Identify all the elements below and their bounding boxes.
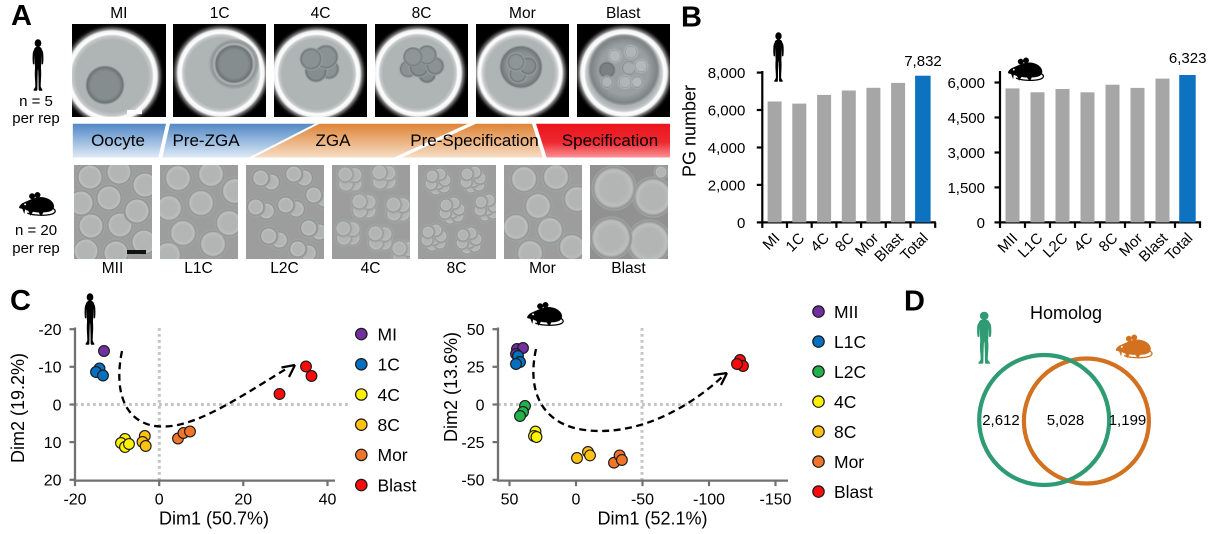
svg-text:1,199: 1,199 <box>1109 412 1147 429</box>
svg-text:4C: 4C <box>378 385 400 405</box>
svg-text:MI: MI <box>760 230 784 254</box>
svg-text:4C: 4C <box>1071 230 1097 256</box>
svg-text:-150: -150 <box>759 492 791 509</box>
svg-text:Dim1 (50.7%): Dim1 (50.7%) <box>159 509 269 529</box>
svg-text:8,000: 8,000 <box>708 65 746 82</box>
svg-text:-50: -50 <box>461 473 484 490</box>
svg-text:8C: 8C <box>832 230 858 256</box>
svg-text:Specification: Specification <box>562 131 658 150</box>
svg-text:1C: 1C <box>783 230 809 256</box>
svg-text:40: 40 <box>319 492 337 509</box>
svg-text:ZGA: ZGA <box>316 131 352 150</box>
svg-text:L2C: L2C <box>834 362 866 382</box>
svg-text:3,000: 3,000 <box>947 145 985 162</box>
svg-text:8C: 8C <box>1096 230 1122 256</box>
svg-text:2,612: 2,612 <box>982 412 1020 429</box>
svg-text:-10: -10 <box>38 360 61 377</box>
svg-text:6,000: 6,000 <box>708 103 746 120</box>
svg-text:4,000: 4,000 <box>708 140 746 157</box>
svg-text:Blast: Blast <box>378 475 417 495</box>
svg-text:Blast: Blast <box>834 482 873 502</box>
svg-text:25: 25 <box>467 360 485 377</box>
svg-text:Total: Total <box>897 230 931 264</box>
svg-text:50: 50 <box>467 322 485 339</box>
svg-text:4,500: 4,500 <box>947 110 985 127</box>
svg-text:C: C <box>10 285 31 317</box>
svg-text:Homolog: Homolog <box>1030 303 1102 323</box>
svg-text:L1C: L1C <box>834 332 866 352</box>
svg-text:2,000: 2,000 <box>708 177 746 194</box>
svg-text:20: 20 <box>234 492 252 509</box>
svg-text:8C: 8C <box>378 415 400 435</box>
svg-text:D: D <box>904 286 925 318</box>
svg-text:5,028: 5,028 <box>1047 412 1085 429</box>
svg-text:4C: 4C <box>834 392 856 412</box>
svg-text:4C: 4C <box>807 230 833 256</box>
svg-text:Dim2 (19.2%): Dim2 (19.2%) <box>8 353 28 463</box>
svg-text:20: 20 <box>44 473 62 490</box>
svg-text:10: 10 <box>44 435 62 452</box>
svg-text:Mor: Mor <box>834 452 864 472</box>
svg-text:0: 0 <box>476 397 485 414</box>
svg-text:7,832: 7,832 <box>904 53 942 70</box>
svg-text:MII: MII <box>834 302 858 322</box>
svg-text:0: 0 <box>977 215 985 232</box>
svg-text:50: 50 <box>501 492 519 509</box>
svg-text:B: B <box>681 2 702 34</box>
svg-text:-100: -100 <box>693 492 725 509</box>
svg-text:Dim2 (13.6%): Dim2 (13.6%) <box>441 332 461 442</box>
svg-text:PG number: PG number <box>680 85 699 177</box>
svg-text:Mor: Mor <box>378 445 408 465</box>
svg-text:0: 0 <box>737 215 745 232</box>
svg-text:L1C: L1C <box>1015 230 1047 262</box>
svg-text:0: 0 <box>572 492 581 509</box>
svg-text:-25: -25 <box>461 435 484 452</box>
svg-text:-20: -20 <box>63 492 86 509</box>
svg-text:Total: Total <box>1162 230 1196 264</box>
svg-text:MI: MI <box>378 324 397 344</box>
svg-text:0: 0 <box>53 397 62 414</box>
svg-text:1,500: 1,500 <box>947 180 985 197</box>
svg-text:Dim1 (52.1%): Dim1 (52.1%) <box>597 509 707 529</box>
svg-text:6,323: 6,323 <box>1169 50 1207 67</box>
svg-text:8C: 8C <box>834 422 856 442</box>
svg-text:1C: 1C <box>378 355 400 375</box>
svg-text:Pre-ZGA: Pre-ZGA <box>172 131 240 150</box>
svg-text:6,000: 6,000 <box>947 75 985 92</box>
svg-text:L2C: L2C <box>1040 230 1072 262</box>
svg-text:Pre-Specification: Pre-Specification <box>410 131 539 150</box>
svg-text:-20: -20 <box>38 322 61 339</box>
svg-text:Oocyte: Oocyte <box>91 131 145 150</box>
svg-text:0: 0 <box>155 492 164 509</box>
svg-text:-50: -50 <box>631 492 654 509</box>
